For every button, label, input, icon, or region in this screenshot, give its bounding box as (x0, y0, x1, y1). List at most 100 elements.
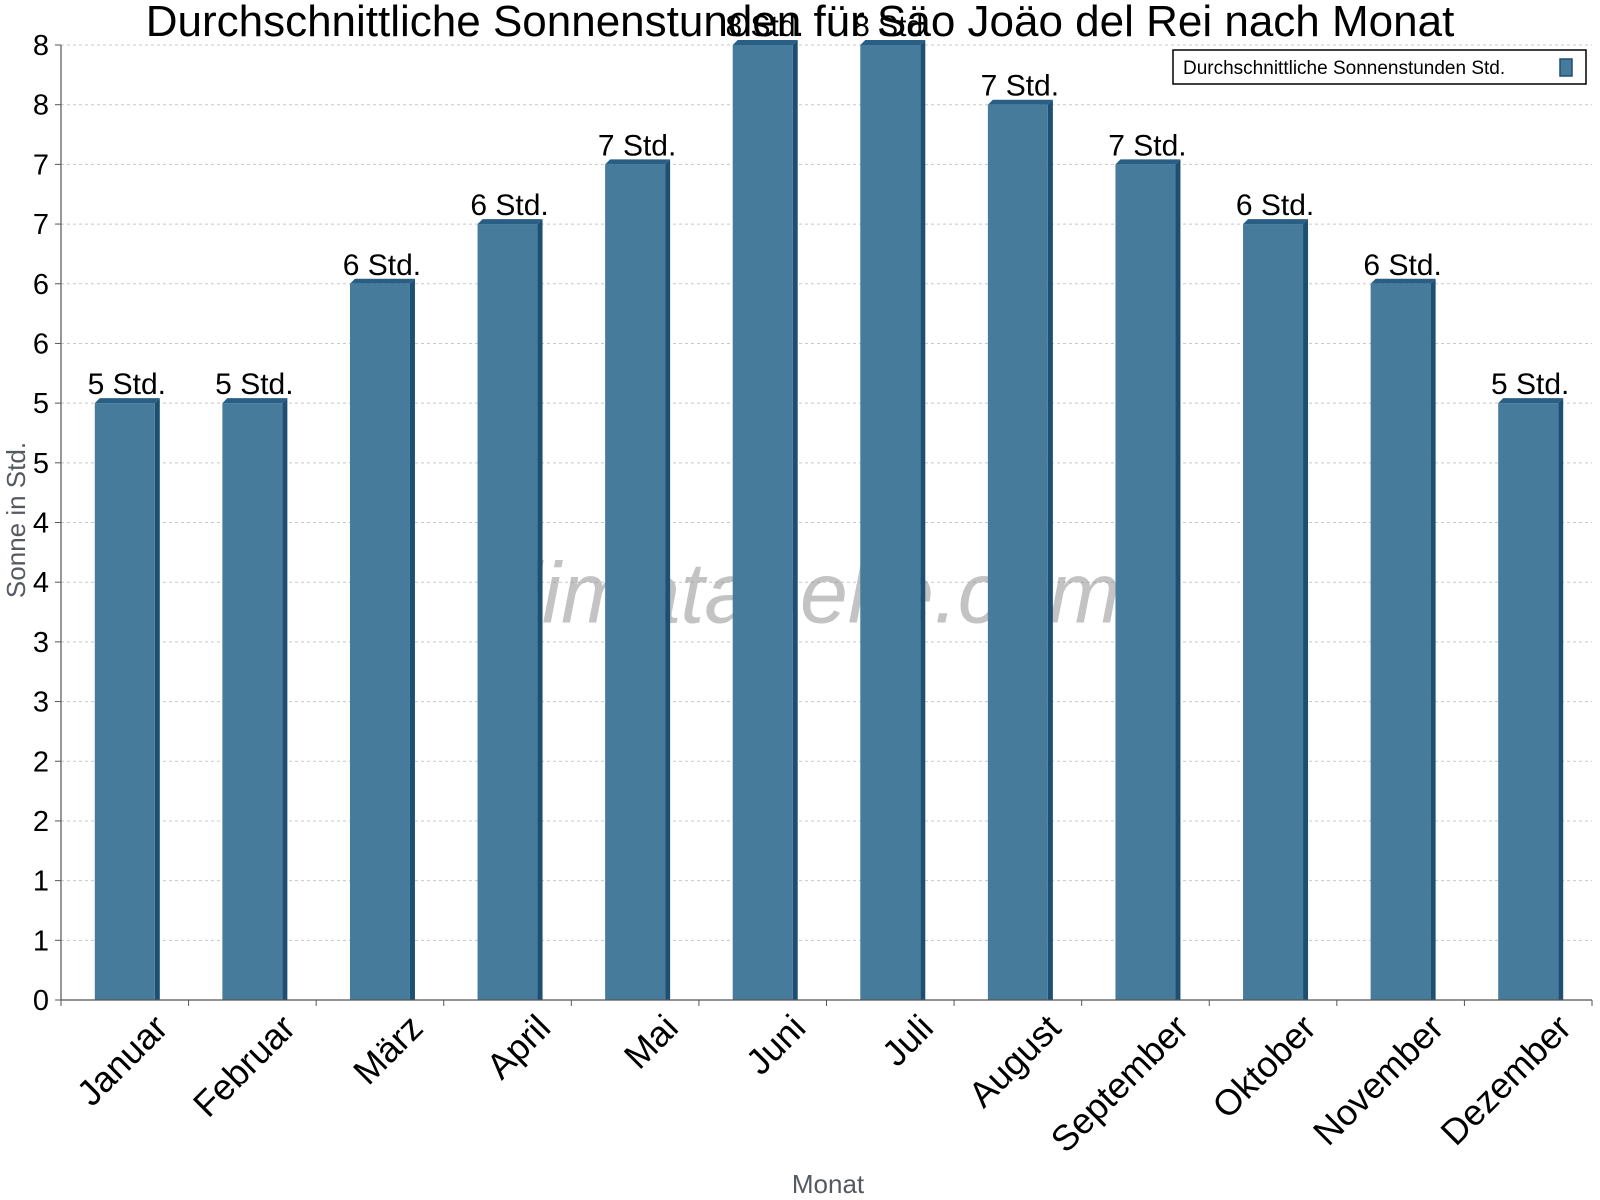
y-tick-label: 5 (33, 448, 49, 480)
data-labels: 5 Std. 5 Std. 6 Std. 6 Std. 7 Std. 8 Std. 8 St… (88, 10, 1570, 401)
bar-side (154, 398, 160, 1000)
bar-side (282, 398, 288, 1000)
bar-side (409, 278, 415, 1000)
bar-top (860, 40, 926, 45)
y-tick-label: 1 (33, 925, 49, 957)
y-tick-label: 3 (33, 627, 49, 659)
bar-front (605, 164, 666, 1000)
bar (860, 40, 926, 1000)
x-tick-label: November (1305, 1007, 1451, 1153)
bar-front (1498, 403, 1559, 1000)
data-label: 5 Std. (88, 368, 166, 401)
x-tick-label: Mai (616, 1007, 686, 1077)
bar-top (1498, 398, 1564, 404)
y-tick-label: 3 (33, 687, 49, 719)
bar-top (349, 278, 415, 284)
x-tick-label: Januar (69, 1007, 176, 1114)
bar (349, 278, 415, 1000)
x-tick-label: Juni (738, 1007, 814, 1083)
data-label: 7 Std. (981, 70, 1059, 103)
x-tick-label: April (478, 1007, 558, 1087)
bar (987, 99, 1053, 1000)
data-label: 6 Std. (343, 249, 421, 282)
data-label: 5 Std. (215, 368, 293, 401)
x-tick-label: Juli (874, 1007, 941, 1074)
y-tick-label: 2 (33, 746, 49, 778)
bar-front (732, 45, 793, 1000)
x-tick-label: August (960, 1007, 1068, 1115)
data-label: 6 Std. (1363, 249, 1441, 282)
x-tick-label: März (345, 1007, 431, 1093)
data-label: 8 Std. (726, 10, 804, 43)
bar (94, 398, 160, 1000)
y-axis-title: Sonne in Std. (1, 442, 31, 598)
bar-side (792, 40, 798, 1000)
bar-top (1370, 278, 1436, 284)
bar-top (732, 40, 798, 45)
bar-side (1047, 99, 1053, 1000)
data-label: 6 Std. (1236, 189, 1314, 222)
bar-side (537, 219, 543, 1000)
x-tick-label: Dezember (1432, 1007, 1578, 1153)
y-tick-label: 7 (33, 209, 49, 241)
bar (1243, 219, 1309, 1000)
x-tick-label: Februar (185, 1007, 303, 1125)
legend: Durchschnittliche Sonnenstunden Std. (1172, 49, 1587, 85)
bar-front (987, 104, 1048, 1000)
bar (605, 159, 671, 1000)
bar-front (1115, 164, 1176, 1000)
legend-swatch (1559, 58, 1573, 77)
x-tick-label: September (1043, 1007, 1197, 1161)
y-tick-label: 5 (33, 388, 49, 420)
x-tick-label: Oktober (1204, 1007, 1324, 1127)
legend-label: Durchschnittliche Sonnenstunden Std. (1183, 58, 1505, 79)
y-tick-label: 2 (33, 806, 49, 838)
data-label: 7 Std. (1108, 129, 1186, 162)
bar (1498, 398, 1564, 1000)
bar-side (920, 40, 926, 1000)
bar-top (605, 159, 671, 165)
y-tick-label: 8 (33, 30, 49, 62)
data-label: 5 Std. (1491, 368, 1569, 401)
bar (1370, 278, 1436, 1000)
y-tick-label: 8 (33, 90, 49, 122)
bar-top (477, 219, 543, 225)
data-label: 8 Std. (853, 10, 931, 43)
bar-top (1243, 219, 1309, 225)
data-label: 6 Std. (470, 189, 548, 222)
y-tick-label: 4 (33, 567, 49, 599)
bar-top (1115, 159, 1181, 165)
y-tick-label: 6 (33, 269, 49, 301)
bar-top (987, 99, 1053, 105)
bar-front (94, 403, 155, 1000)
bar-front (1370, 283, 1431, 1000)
y-tick-label: 4 (33, 508, 49, 540)
bars (94, 40, 1564, 1000)
bar-front (349, 283, 410, 1000)
x-axis-title: Monat (792, 1169, 865, 1199)
bar (477, 219, 543, 1000)
legend-box (1172, 49, 1587, 85)
bar (732, 40, 798, 1000)
grid-lines (61, 44, 1592, 941)
bar (1115, 159, 1181, 1000)
bar-top (94, 398, 160, 404)
bar-front (1243, 224, 1304, 1000)
bar-top (222, 398, 288, 404)
bar-front (477, 224, 538, 1000)
bar-side (1175, 159, 1181, 1000)
bar-front (222, 403, 283, 1000)
y-tick-label: 0 (33, 985, 49, 1017)
chart-title: Durchschnittliche Sonnenstunden für Säo … (146, 0, 1455, 46)
y-tick-label: 7 (33, 149, 49, 181)
bar-side (1558, 398, 1564, 1000)
bar (222, 398, 288, 1000)
y-tick-label: 1 (33, 866, 49, 898)
data-label: 7 Std. (598, 129, 676, 162)
bar-front (860, 45, 921, 1000)
bar-side (1303, 219, 1309, 1000)
bar-side (1430, 278, 1436, 1000)
bar-side (665, 159, 671, 1000)
y-tick-label: 6 (33, 328, 49, 360)
